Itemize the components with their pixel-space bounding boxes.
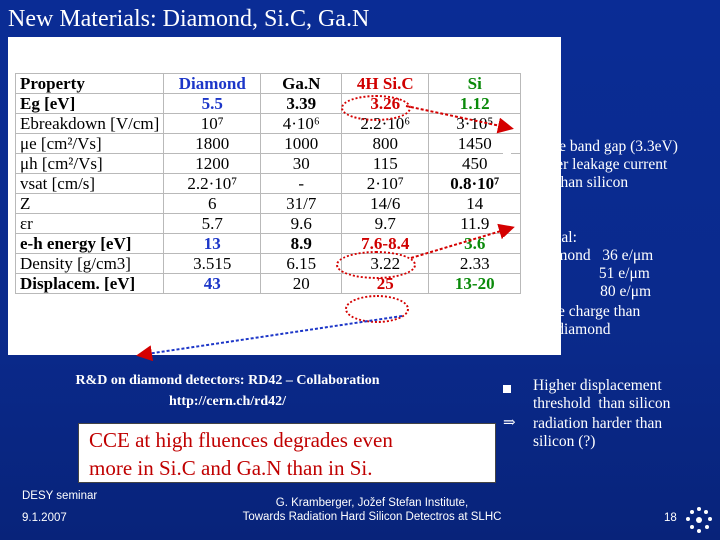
row-property: εr <box>14 213 165 234</box>
row-property: μe [cm²/Vs] <box>14 133 165 154</box>
highlight-ring-bandgap <box>341 95 411 121</box>
cell-si: 1.12 <box>428 93 522 114</box>
header-si: Si <box>428 73 522 94</box>
cell-sic: 14/6 <box>341 193 430 214</box>
cell-gan: 8.9 <box>260 233 343 254</box>
bullet-text: more charge than diamond <box>533 303 641 338</box>
cell-sic: 800 <box>341 133 430 154</box>
cell-gan: 31/7 <box>260 193 343 214</box>
cell-si: 2.33 <box>428 253 522 274</box>
cell-si: 3·10⁵ <box>428 113 522 134</box>
row-property: Density [g/cm3] <box>14 253 165 274</box>
row-property: Z <box>14 193 165 214</box>
cell-gan: 20 <box>260 273 343 294</box>
cell-gan: 1000 <box>260 133 343 154</box>
cce-line1: CCE at high fluences degrades even <box>89 428 393 452</box>
highlight-ring-displacement <box>345 295 409 323</box>
header-diamond: Diamond <box>163 73 262 94</box>
row-property: e-h energy [eV] <box>14 233 165 254</box>
cce-line2: more in Si.C and Ga.N than in Si. <box>89 456 373 480</box>
table-header-row: Property Diamond Ga.N 4H Si.C Si <box>14 73 522 94</box>
rd42-line1: R&D on diamond detectors: RD42 – Collabo… <box>75 373 380 388</box>
row-property: Ebreakdown [V/cm] <box>14 113 165 134</box>
cell-gan: 6.15 <box>260 253 343 274</box>
footer-event: DESY seminar <box>22 490 98 502</box>
cell-sic: 9.7 <box>341 213 430 234</box>
cell-gan: 30 <box>260 153 343 174</box>
table-row: εr 5.7 9.6 9.7 11.9 <box>14 213 522 234</box>
cell-si: 14 <box>428 193 522 214</box>
cell-si: 11.9 <box>428 213 522 234</box>
footer-date: 9.1.2007 <box>22 512 67 524</box>
cell-gan: 3.39 <box>260 93 343 114</box>
square-bullet-icon <box>503 141 517 155</box>
properties-table: Property Diamond Ga.N 4H Si.C Si Eg [eV]… <box>14 73 522 294</box>
cell-diamond: 5.5 <box>163 93 262 114</box>
cell-diamond: 5.7 <box>163 213 262 234</box>
cell-diamond: 2.2·10⁷ <box>163 173 262 194</box>
cell-gan: 9.6 <box>260 213 343 234</box>
cell-sic: 115 <box>341 153 430 174</box>
table-row: Density [g/cm3] 3.515 6.15 3.22 2.33 <box>14 253 522 274</box>
header-property: Property <box>14 73 165 94</box>
cell-diamond: 43 <box>163 273 262 294</box>
institute-logo-icon <box>686 507 712 533</box>
table-row: Z 6 31/7 14/6 14 <box>14 193 522 214</box>
table-row: μe [cm²/Vs] 1800 1000 800 1450 <box>14 133 522 154</box>
row-property: vsat [cm/s] <box>14 173 165 194</box>
footer-author: G. Kramberger, Jožef Stefan Institute, <box>275 497 469 509</box>
row-property: Eg [eV] <box>14 93 165 114</box>
footer-talk-title: Towards Radiation Hard Silicon Detectros… <box>242 511 502 523</box>
cell-sic: 7.6-8.4 <box>341 233 430 254</box>
cell-diamond: 6 <box>163 193 262 214</box>
header-gan: Ga.N <box>260 73 343 94</box>
cell-diamond: 13 <box>163 233 262 254</box>
table-row: Ebreakdown [V/cm] 10⁷ 4·10⁶ 2.2·10⁶ 3·10… <box>14 113 522 134</box>
table-row: vsat [cm/s] 2.2·10⁷ - 2·10⁷ 0.8·10⁷ <box>14 173 522 194</box>
bullet-text: Signal: Diamond 36 e/μm Si.C 51 e/μm Si … <box>533 229 654 300</box>
table-row: Eg [eV] 5.5 3.39 3.26 1.12 <box>14 93 522 114</box>
square-bullet-icon <box>503 232 517 246</box>
bullet-text: Higher displacement threshold than silic… <box>533 377 671 412</box>
cell-gan: - <box>260 173 343 194</box>
cell-si: 450 <box>428 153 522 174</box>
bullet-text: Wide band gap (3.3eV) <box>533 138 678 155</box>
cce-note-box: CCE at high fluences degrades even more … <box>78 423 496 483</box>
page-number: 18 <box>664 512 677 524</box>
table-row: μh [cm²/Vs] 1200 30 115 450 <box>14 153 522 174</box>
header-sic: 4H Si.C <box>341 73 430 94</box>
cell-diamond: 3.515 <box>163 253 262 274</box>
implies-arrow-icon: ⇒ <box>503 303 516 319</box>
cell-si: 13-20 <box>428 273 522 294</box>
cell-diamond: 1200 <box>163 153 262 174</box>
cell-gan: 4·10⁶ <box>260 113 343 134</box>
table-row: e-h energy [eV] 13 8.9 7.6-8.4 3.6 <box>14 233 522 254</box>
table-row: Displacem. [eV] 43 20 25 13-20 <box>14 273 522 294</box>
row-property: μh [cm²/Vs] <box>14 153 165 174</box>
slide-title: New Materials: Diamond, Si.C, Ga.N <box>8 6 370 32</box>
implies-arrow-icon: ⇒ <box>503 415 516 431</box>
cell-diamond: 1800 <box>163 133 262 154</box>
highlight-ring-eh-energy <box>336 251 416 279</box>
rd42-link[interactable]: http://cern.ch/rd42/ <box>168 394 287 409</box>
implies-arrow-icon: ⇒ <box>503 156 516 172</box>
square-bullet-icon <box>503 380 517 394</box>
bullet-text: lower leakage current than silicon <box>533 156 668 191</box>
rd42-caption: R&D on diamond detectors: RD42 – Collabo… <box>0 370 455 412</box>
cell-sic: 2·10⁷ <box>341 173 430 194</box>
cell-diamond: 10⁷ <box>163 113 262 134</box>
cell-si: 0.8·10⁷ <box>428 173 522 194</box>
bullet-text: radiation harder than silicon (?) <box>533 415 663 450</box>
row-property: Displacem. [eV] <box>14 273 165 294</box>
